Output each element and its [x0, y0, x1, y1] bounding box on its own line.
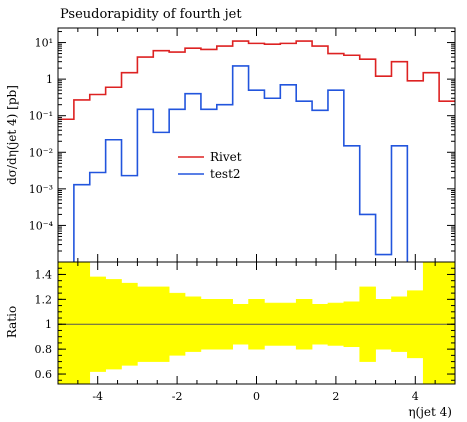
- y-tick-label: 1: [46, 73, 53, 86]
- main-panel: 10⁻⁴ 10⁻³ 10⁻² 10⁻¹ 1 10¹ Rivet test2: [29, 27, 456, 263]
- legend-entry: Rivet: [210, 150, 242, 164]
- ratio-tick-label: 0.6: [35, 368, 53, 381]
- ratio-uncertainty-band: [57, 261, 456, 385]
- y-tick-label: 10¹: [35, 37, 53, 50]
- x-tick-label: -2: [172, 390, 183, 403]
- x-tick-label: 0: [253, 390, 260, 403]
- ratio-tick-label: 1: [45, 318, 52, 331]
- y-tick-label: 10⁻²: [29, 146, 53, 159]
- ratio-panel: 0.6 0.8 1 1.2 1.4 -4 -2 0 2 4: [35, 261, 456, 403]
- x-tick-label: 4: [412, 390, 419, 403]
- x-axis-label: η(jet 4): [408, 405, 452, 419]
- ratio-axis-label: Ratio: [5, 306, 19, 338]
- series-line-2: [73, 65, 409, 262]
- x-tick-label: -4: [92, 390, 103, 403]
- y-tick-label: 10⁻¹: [29, 110, 53, 123]
- x-tick-label: 2: [332, 390, 339, 403]
- y-tick-label: 10⁻⁴: [29, 219, 54, 232]
- y-tick-label: 10⁻³: [29, 183, 53, 196]
- y-axis-label: dσ/dη(jet 4) [pb]: [5, 85, 19, 185]
- legend-entry: test2: [210, 167, 241, 181]
- chart-title: Pseudorapidity of fourth jet: [60, 7, 242, 22]
- series-line-1: [58, 40, 455, 121]
- ratio-tick-label: 0.8: [35, 343, 53, 356]
- ratio-tick-label: 1.4: [35, 268, 53, 281]
- ratio-tick-label: 1.2: [35, 293, 53, 306]
- main-frame: [57, 27, 456, 263]
